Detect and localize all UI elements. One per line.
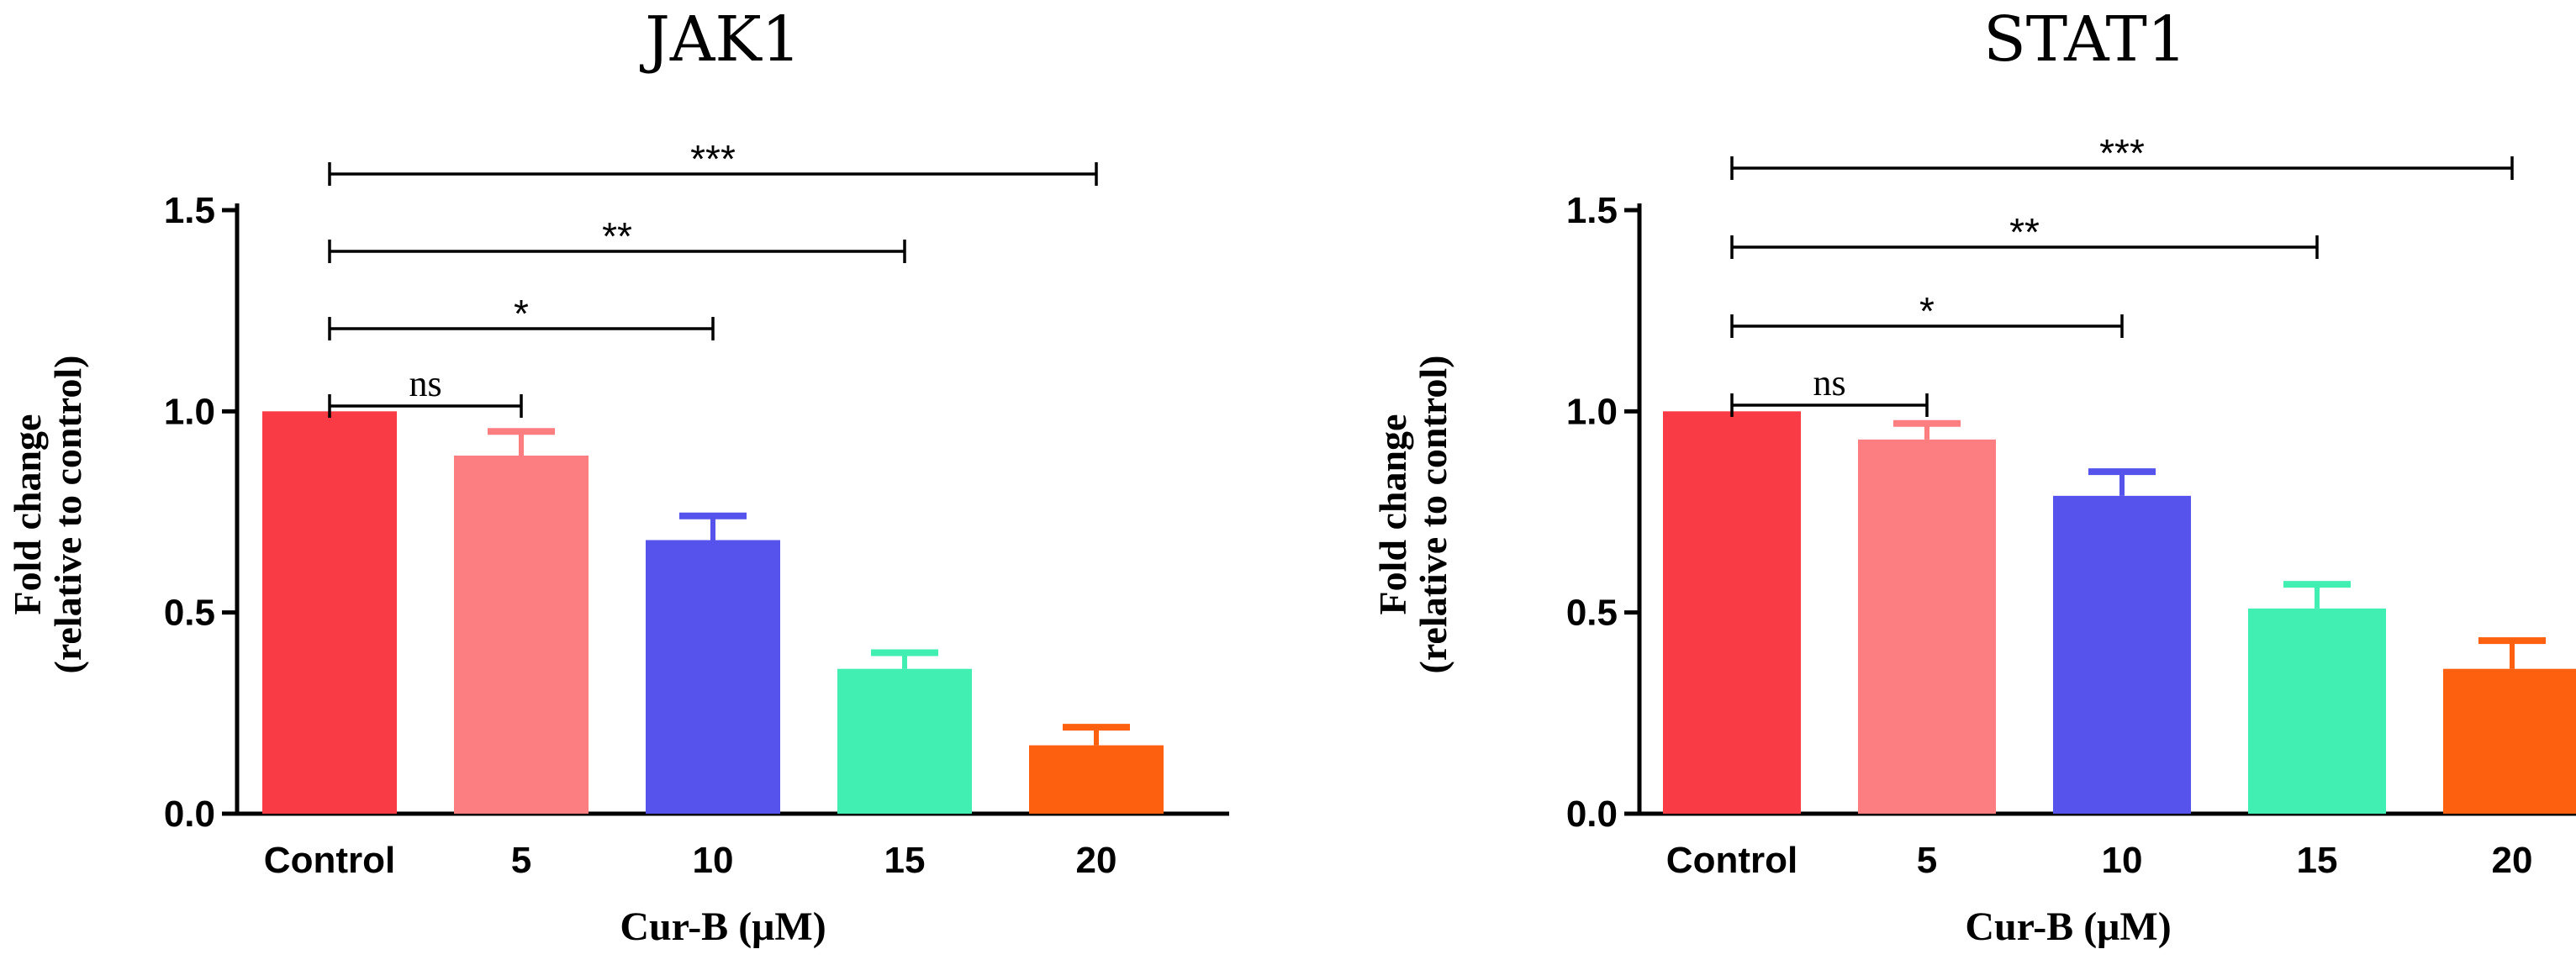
- significance-label: *: [514, 292, 529, 335]
- y-axis-label-line1: Fold change: [1371, 414, 1414, 615]
- chart-title: STAT1: [1983, 3, 2187, 76]
- y-tick-label: 0.5: [1566, 593, 1618, 634]
- bar-15: [837, 668, 972, 814]
- x-tick-label: 15: [2297, 840, 2338, 881]
- significance-bracket: [1730, 314, 2124, 338]
- significance-label: ***: [690, 137, 736, 181]
- y-tick-label: 1.0: [164, 391, 215, 432]
- significance-bracket: [328, 394, 523, 418]
- chart-title: JAK1: [639, 3, 800, 76]
- bar-control: [1663, 411, 1801, 814]
- significance-bracket: [328, 317, 715, 340]
- x-tick-label: Control: [264, 840, 395, 881]
- y-tick-label: 0.5: [164, 593, 215, 634]
- bar-20: [1029, 745, 1164, 814]
- y-axis-label-line1: Fold change: [6, 414, 49, 615]
- significance-bracket: [1730, 156, 2514, 180]
- significance-label: **: [602, 214, 632, 258]
- y-tick-label: 0.0: [164, 794, 215, 835]
- significance-label: ns: [409, 363, 441, 404]
- bar-5: [454, 455, 589, 814]
- bar-10: [646, 540, 780, 814]
- x-tick-label: 5: [1917, 840, 1937, 881]
- significance-label: ***: [2099, 131, 2145, 175]
- bar-5: [1858, 439, 1996, 814]
- significance-label: **: [2009, 210, 2040, 254]
- chart-panel-stat1: STAT1 Fold change (relative to control) …: [1371, 3, 2576, 949]
- x-axis-label: Cur-B (μM): [1965, 904, 2171, 949]
- significance-bracket: [328, 162, 1098, 186]
- x-tick-label: 15: [884, 840, 926, 881]
- bar-control: [262, 411, 397, 814]
- significance-label: ns: [1813, 362, 1845, 403]
- y-tick-label: 1.5: [164, 190, 215, 231]
- chart-panel-jak1: JAK1 Fold change (relative to control) C…: [6, 3, 1229, 949]
- y-axis-label-line2: (relative to control): [1412, 356, 1454, 674]
- x-tick-label: 20: [2492, 840, 2533, 881]
- x-tick-label: 5: [511, 840, 531, 881]
- significance-bracket: [1730, 235, 2319, 259]
- significance-bracket: [328, 240, 906, 263]
- x-tick-label: 20: [1076, 840, 1117, 881]
- y-tick-label: 1.5: [1566, 190, 1618, 231]
- bar-15: [2248, 608, 2386, 814]
- significance-label: *: [1919, 289, 1935, 333]
- bar-10: [2053, 495, 2191, 814]
- x-tick-label: 10: [693, 840, 734, 881]
- bar-20: [2443, 668, 2576, 814]
- y-axis-label-line2: (relative to control): [46, 356, 89, 674]
- x-axis-label: Cur-B (μM): [620, 904, 826, 949]
- y-tick-label: 0.0: [1566, 794, 1618, 835]
- y-tick-label: 1.0: [1566, 391, 1618, 432]
- x-tick-label: 10: [2102, 840, 2143, 881]
- significance-bracket: [1730, 393, 1929, 417]
- x-tick-label: Control: [1666, 840, 1797, 881]
